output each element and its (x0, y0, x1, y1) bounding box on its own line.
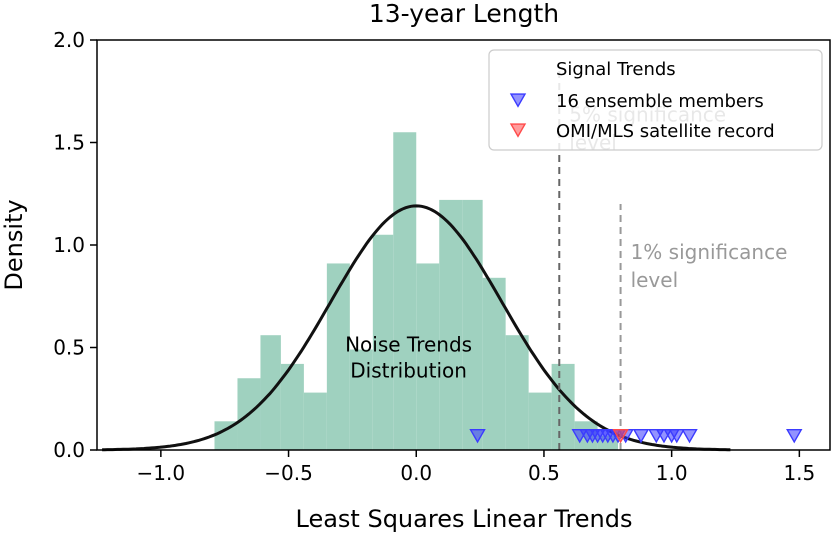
x-axis: −1.0 −0.5 0.0 0.5 1.0 1.5 (137, 450, 815, 485)
ensemble-member-marker (681, 429, 698, 444)
y-tick-label: 0.0 (53, 438, 85, 462)
x-tick-label: 1.5 (783, 461, 815, 485)
signal-trend-markers (469, 429, 803, 444)
satellite-record-marker (612, 429, 629, 444)
ensemble-member-marker (786, 429, 803, 444)
histogram-bar (505, 335, 529, 450)
y-axis-title: Density (0, 199, 28, 290)
legend-satellite-marker (509, 123, 527, 138)
histogram-bar (393, 132, 417, 450)
histogram-bar (482, 277, 506, 450)
x-tick-label: −0.5 (264, 461, 313, 485)
legend-satellite-label: OMI/MLS satellite record (556, 121, 775, 142)
histogram-bars (214, 132, 619, 450)
histogram-bar (416, 263, 440, 450)
significance-label: 1% significance (631, 240, 788, 264)
y-tick-label: 1.0 (53, 233, 85, 257)
histogram-bar (303, 392, 327, 450)
legend: Signal Trends 16 ensemble members OMI/MLS … (488, 49, 823, 151)
legend-box (488, 49, 823, 151)
y-axis: 0.0 0.5 1.0 1.5 2.0 (53, 28, 97, 462)
y-tick-label: 2.0 (53, 28, 85, 52)
legend-title: Signal Trends (556, 59, 676, 80)
y-tick-label: 1.5 (53, 131, 85, 155)
x-tick-label: 0.5 (528, 461, 560, 485)
legend-ensemble-marker (509, 93, 527, 108)
ensemble-member-marker (668, 429, 685, 444)
histogram-bar (551, 363, 575, 450)
x-tick-label: 0.0 (400, 461, 432, 485)
histogram-bar (462, 199, 483, 450)
ensemble-member-marker (632, 429, 650, 444)
legend-ensemble-label: 16 ensemble members (556, 91, 764, 112)
significance-label: level (631, 268, 679, 292)
histogram-bar (326, 263, 350, 450)
y-tick-label: 0.5 (53, 336, 85, 360)
histogram-bar (439, 199, 463, 450)
chart-title: 13-year Length (369, 0, 559, 28)
x-tick-label: −1.0 (137, 461, 186, 485)
annotation-line: Noise Trends (345, 333, 472, 357)
x-axis-title: Least Squares Linear Trends (296, 505, 633, 533)
histogram-bar (349, 349, 373, 450)
histogram-bar (280, 363, 304, 450)
histogram-bar (214, 421, 238, 450)
ensemble-member-marker (469, 429, 486, 444)
histogram-bar (528, 392, 552, 450)
annotation-line: Distribution (350, 359, 467, 383)
histogram-bar (372, 234, 394, 450)
x-tick-label: 1.0 (656, 461, 688, 485)
